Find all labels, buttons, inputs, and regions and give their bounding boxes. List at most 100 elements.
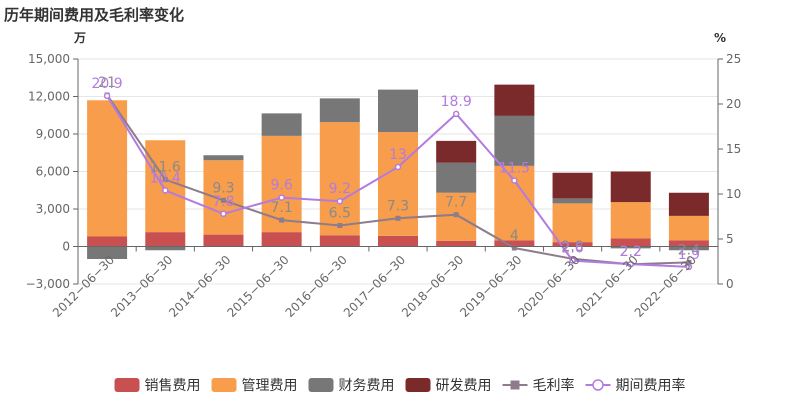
legend-item[interactable]: 管理费用 <box>211 378 298 394</box>
bar-segment[interactable] <box>552 172 593 199</box>
legend-label: 销售费用 <box>145 378 201 394</box>
line-point[interactable] <box>686 259 692 265</box>
data-label: 2.2 <box>620 244 642 260</box>
legend-swatch <box>211 378 237 392</box>
data-label: 21 <box>98 75 116 91</box>
y-left-tick-label: 9,000 <box>36 127 70 141</box>
line-point[interactable] <box>394 163 402 171</box>
bar-segment[interactable] <box>494 240 535 247</box>
y-right-tick-label: 5 <box>726 232 734 246</box>
bar-segment[interactable] <box>261 113 302 136</box>
bar-segment[interactable] <box>610 246 651 249</box>
bar-segment[interactable] <box>494 84 535 116</box>
line-point[interactable] <box>103 92 111 100</box>
legend-item[interactable]: 研发费用 <box>405 378 492 394</box>
bar-segment[interactable] <box>145 232 186 247</box>
legend-item[interactable]: 期间费用率 <box>585 377 686 394</box>
legend-item[interactable]: 财务费用 <box>308 378 395 394</box>
line-point[interactable] <box>162 187 169 194</box>
y-right-tick-label: 0 <box>726 277 734 291</box>
bar-segment[interactable] <box>145 140 186 233</box>
line-point[interactable] <box>162 177 168 183</box>
bar-segment[interactable] <box>610 171 651 203</box>
bar-segment[interactable] <box>436 140 477 163</box>
data-label: 7.3 <box>387 198 409 214</box>
bar-segment[interactable] <box>203 160 244 235</box>
bar-segment[interactable] <box>87 100 128 237</box>
line-point[interactable] <box>220 197 226 203</box>
y-right-tick-label: 10 <box>726 187 741 201</box>
bar-segment[interactable] <box>87 236 128 247</box>
legend-swatch <box>308 378 334 392</box>
data-label: 7.1 <box>271 200 293 216</box>
data-label: 2.4 <box>678 242 700 258</box>
legend-swatch <box>405 378 431 392</box>
data-labels: 21 11.6 9.3 7.1 6.5 7.3 7.7 4 2.8 2.2 2.4 20.9 10.4 7… <box>92 75 701 263</box>
bar-segment[interactable] <box>436 240 477 247</box>
bar-segment[interactable] <box>610 238 651 247</box>
y-right-tick-label: 15 <box>726 142 741 156</box>
legend-label: 财务费用 <box>339 378 395 394</box>
bars <box>87 84 709 260</box>
y-left-tick-label: 3,000 <box>36 202 70 216</box>
bar-segment[interactable] <box>668 192 709 216</box>
line-point[interactable] <box>453 212 459 218</box>
bar-segment[interactable] <box>668 215 709 241</box>
bar-segment[interactable] <box>261 232 302 247</box>
data-label: 11.5 <box>499 161 530 177</box>
legend-item[interactable]: 销售费用 <box>114 378 201 394</box>
bar-segment[interactable] <box>668 240 709 247</box>
data-label: 2.6 <box>561 241 583 257</box>
y-right-tick-label: 25 <box>726 52 741 66</box>
legend-item[interactable]: 毛利率 <box>502 377 575 394</box>
bar-segment[interactable] <box>319 98 360 123</box>
bar-segment[interactable] <box>203 155 244 161</box>
bar-segment[interactable] <box>145 246 186 251</box>
legend-marker <box>592 379 604 391</box>
line-point[interactable] <box>337 223 343 228</box>
line-point[interactable] <box>511 245 517 251</box>
bar-segment[interactable] <box>552 198 593 204</box>
legend-swatch <box>114 378 140 392</box>
line-point[interactable] <box>220 210 227 218</box>
legend-label: 研发费用 <box>436 378 492 394</box>
line-point[interactable] <box>279 217 285 223</box>
data-label: 10.4 <box>150 170 181 186</box>
data-label: 4 <box>510 228 519 244</box>
data-label: 2.2 <box>620 244 642 260</box>
bar-segment[interactable] <box>203 234 244 247</box>
line-point[interactable] <box>569 257 576 264</box>
data-label: 7.8 <box>212 194 234 210</box>
legend-label: 期间费用率 <box>616 377 686 394</box>
bar-segment[interactable] <box>319 122 360 236</box>
bar-segment[interactable] <box>552 203 593 243</box>
bar-segment[interactable] <box>319 235 360 247</box>
line-point[interactable] <box>511 177 518 184</box>
bar-segment[interactable] <box>436 162 477 193</box>
line-point[interactable] <box>278 194 285 201</box>
data-label: 2.8 <box>561 239 583 255</box>
line-point[interactable] <box>685 263 693 271</box>
data-label: 9.3 <box>212 180 234 196</box>
bar-segment[interactable] <box>378 89 418 133</box>
y-left-tick-label: 15,000 <box>28 52 70 66</box>
bar-segment[interactable] <box>552 242 593 247</box>
y-left-tick-label: −3,000 <box>26 277 70 291</box>
bar-segment[interactable] <box>87 246 128 260</box>
y-left-tick-label: 0 <box>62 240 70 254</box>
bar-segment[interactable] <box>494 115 535 166</box>
line-point[interactable] <box>627 260 634 268</box>
line-point[interactable] <box>336 197 344 205</box>
bar-segment[interactable] <box>610 202 651 239</box>
line-point[interactable] <box>395 215 401 221</box>
line-point[interactable] <box>452 110 460 118</box>
legend[interactable]: 销售费用 管理费用 财务费用 研发费用 毛利率 期间费用率 <box>114 377 686 394</box>
bar-segment[interactable] <box>378 235 418 247</box>
data-label: 9.2 <box>329 181 351 197</box>
y-left-tick-label: 6,000 <box>36 165 70 179</box>
data-label: 18.9 <box>441 94 472 110</box>
bar-segment[interactable] <box>668 246 709 251</box>
legend-label: 管理费用 <box>242 378 298 394</box>
